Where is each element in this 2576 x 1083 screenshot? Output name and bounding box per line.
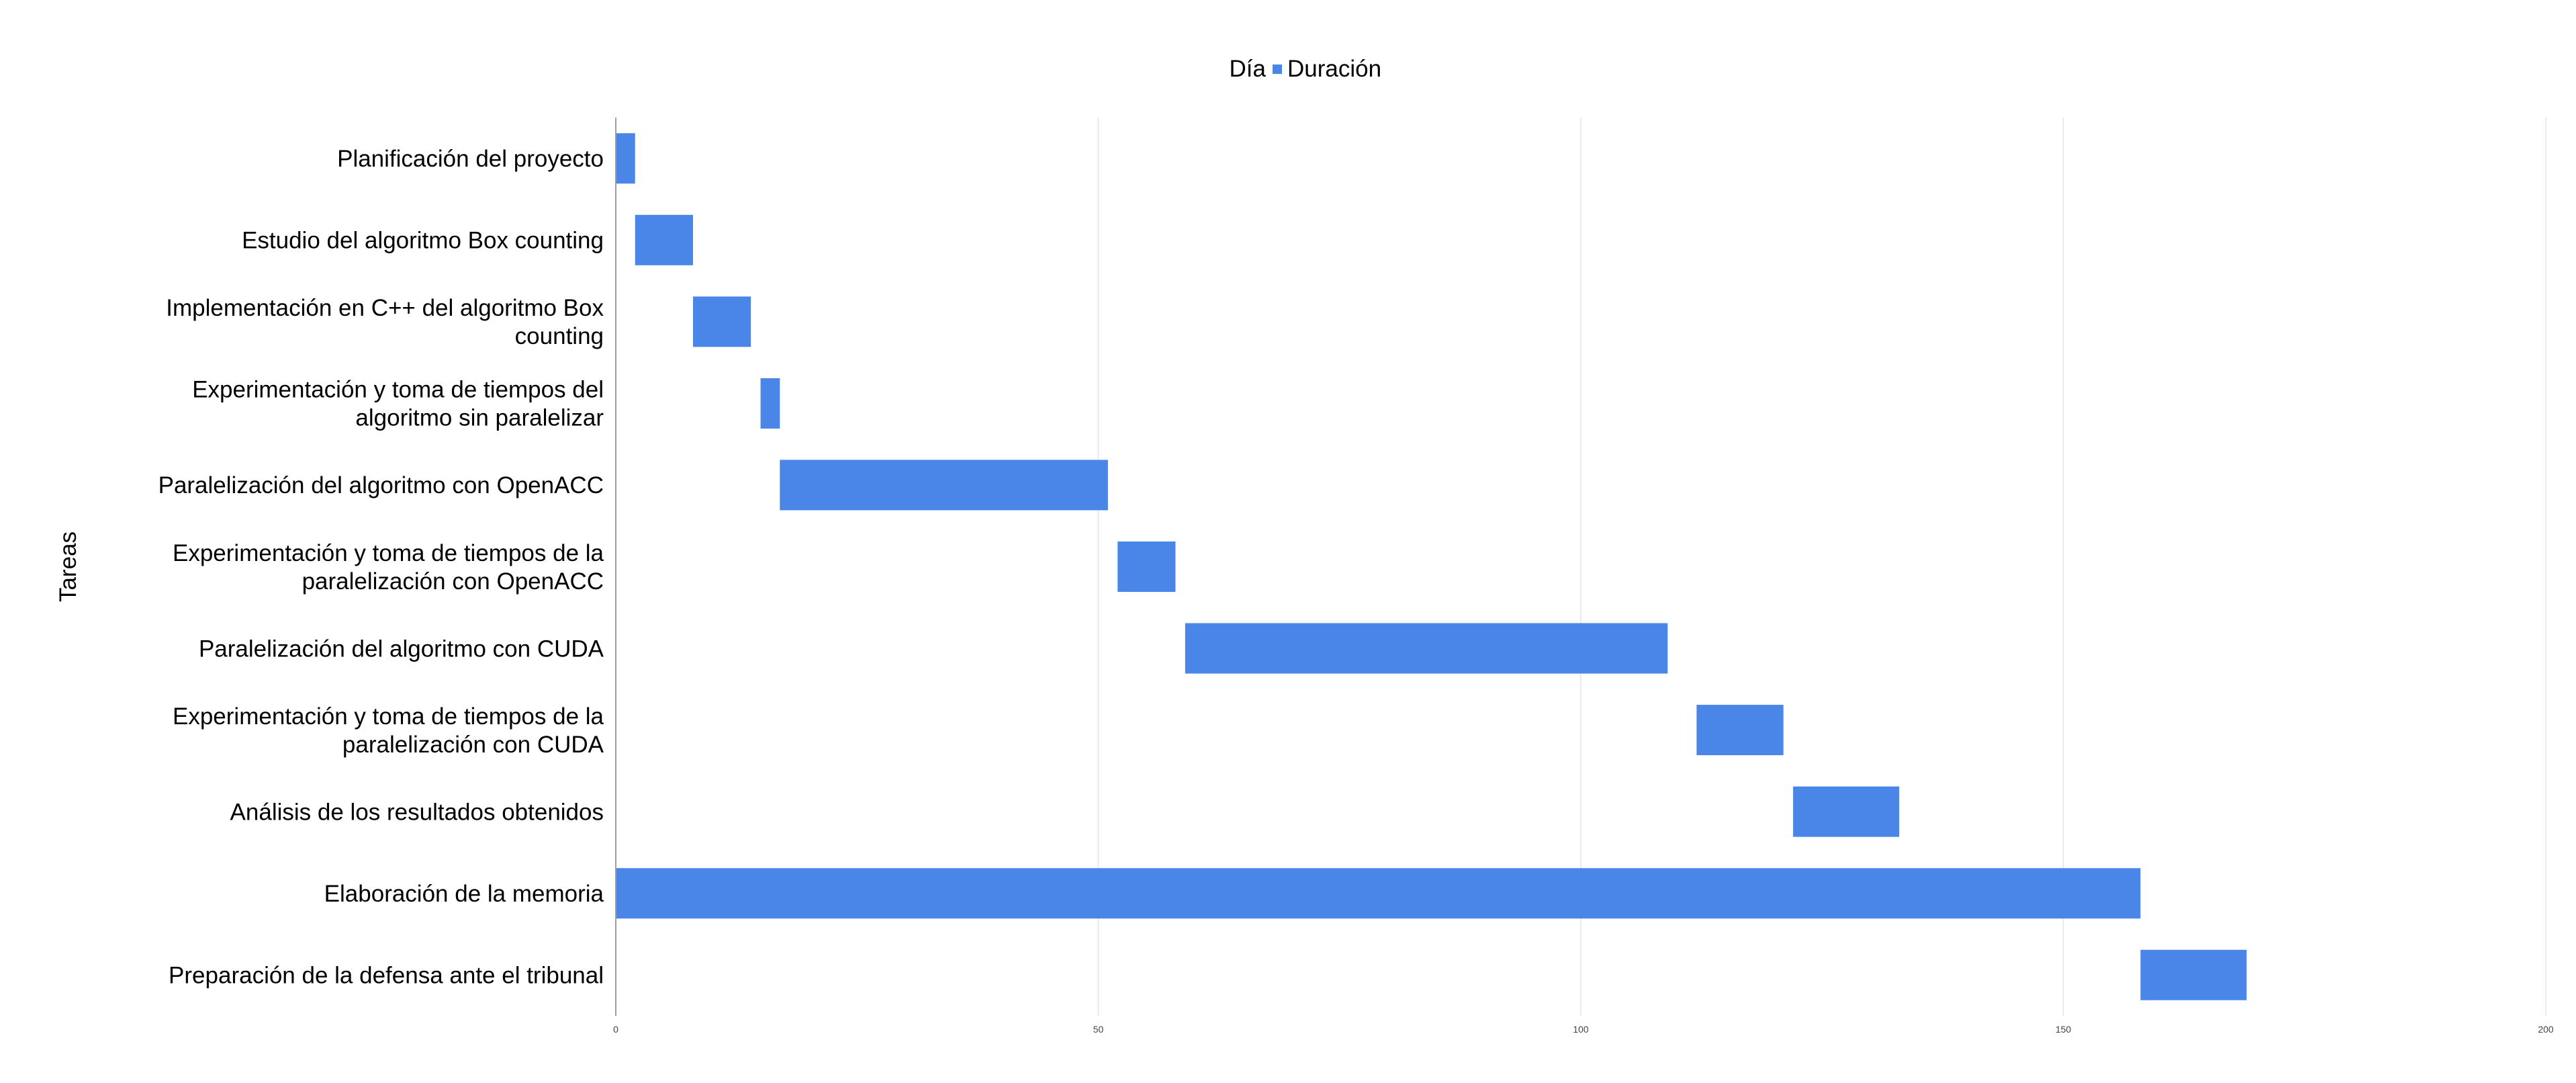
- bar-duracion: [760, 378, 780, 429]
- y-axis-title: Tareas: [55, 531, 81, 602]
- category-label: Planificación del proyecto: [337, 146, 604, 172]
- category-label: Experimentación y toma de tiempos de la p…: [173, 703, 604, 758]
- category-label: Experimentación y toma de tiempos del alg…: [192, 377, 604, 431]
- bar-duracion: [2140, 949, 2247, 1000]
- category-label: Elaboración de la memoria: [324, 881, 604, 907]
- legend-swatch-duracion: [1273, 64, 1282, 74]
- bar-duracion: [1185, 623, 1668, 674]
- x-tick-label: 50: [1093, 1024, 1104, 1035]
- bar-duracion: [1696, 705, 1784, 756]
- x-tick-label: 150: [2056, 1024, 2072, 1035]
- category-label: Estudio del algoritmo Box counting: [242, 228, 604, 254]
- bar-duracion: [616, 868, 2141, 919]
- category-label: Experimentación y toma de tiempos de la p…: [173, 540, 604, 595]
- category-label: Paralelización del algoritmo con OpenACC: [158, 472, 604, 499]
- x-tick-label: 100: [1573, 1024, 1589, 1035]
- legend-label-dia: Día: [1230, 56, 1267, 82]
- bar-duracion: [1793, 786, 1900, 837]
- category-label: Implementación en C++ del algoritmo Box c…: [166, 295, 604, 349]
- bar-duracion: [635, 214, 693, 265]
- category-label: Análisis de los resultados obtenidos: [230, 799, 604, 825]
- legend-label-duracion: Duración: [1287, 56, 1381, 82]
- category-label: Paralelización del algoritmo con CUDA: [199, 636, 604, 662]
- x-tick-label: 0: [613, 1024, 618, 1035]
- category-label: Preparación de la defensa ante el tribun…: [169, 962, 604, 988]
- bar-duracion: [780, 460, 1108, 511]
- bar-duracion: [692, 296, 751, 347]
- bar-duracion: [616, 133, 635, 184]
- bar-duracion: [1117, 542, 1176, 592]
- x-tick-label: 200: [2538, 1024, 2554, 1035]
